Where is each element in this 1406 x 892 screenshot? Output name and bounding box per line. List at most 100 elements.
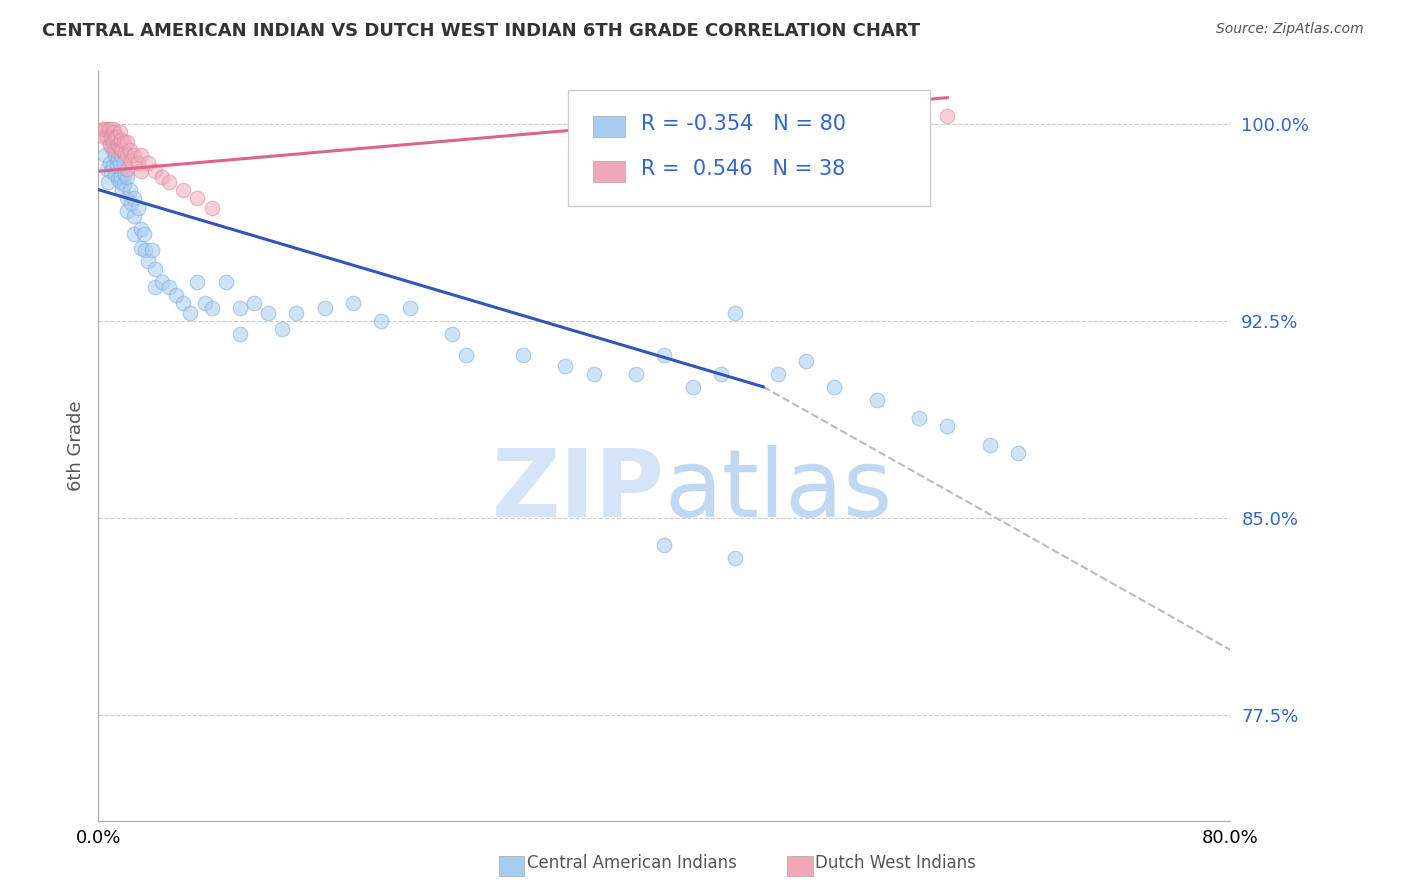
Point bbox=[652, 538, 676, 552]
Point bbox=[127, 156, 149, 170]
Point bbox=[134, 243, 156, 257]
Point bbox=[114, 167, 136, 181]
Point bbox=[682, 380, 704, 394]
Point bbox=[96, 130, 118, 145]
FancyBboxPatch shape bbox=[593, 116, 624, 136]
Point bbox=[127, 201, 149, 215]
Point bbox=[101, 143, 124, 157]
Point bbox=[115, 190, 138, 204]
Point bbox=[100, 164, 122, 178]
Point bbox=[118, 183, 141, 197]
Point bbox=[652, 348, 676, 362]
Point bbox=[710, 367, 733, 381]
Text: Dutch West Indians: Dutch West Indians bbox=[794, 855, 976, 872]
Point bbox=[98, 136, 121, 150]
Point bbox=[143, 164, 166, 178]
Point bbox=[370, 314, 392, 328]
Point bbox=[201, 201, 224, 215]
Point bbox=[97, 175, 120, 189]
Point bbox=[122, 227, 145, 242]
Point bbox=[105, 143, 128, 157]
Point bbox=[172, 183, 194, 197]
Point bbox=[724, 306, 747, 320]
Point bbox=[115, 203, 138, 218]
Point bbox=[103, 125, 125, 139]
Point bbox=[285, 306, 308, 320]
Point bbox=[979, 438, 1001, 452]
Point bbox=[96, 161, 118, 176]
Point bbox=[257, 306, 280, 320]
Point bbox=[512, 348, 534, 362]
Point bbox=[129, 240, 152, 254]
Point bbox=[105, 130, 128, 145]
Point bbox=[132, 227, 155, 242]
Point bbox=[115, 161, 138, 176]
Point bbox=[111, 183, 134, 197]
Point bbox=[136, 253, 159, 268]
Point bbox=[114, 145, 136, 160]
Point bbox=[110, 169, 132, 184]
Point bbox=[229, 327, 252, 342]
Point bbox=[554, 359, 576, 373]
Point bbox=[94, 148, 117, 162]
Point bbox=[271, 322, 294, 336]
Point bbox=[201, 301, 224, 315]
Point bbox=[94, 122, 117, 136]
Point bbox=[157, 175, 180, 189]
Point bbox=[150, 169, 173, 184]
Point bbox=[107, 172, 129, 186]
Point bbox=[129, 148, 152, 162]
FancyBboxPatch shape bbox=[593, 161, 624, 181]
Y-axis label: 6th Grade: 6th Grade bbox=[66, 401, 84, 491]
Point bbox=[766, 367, 789, 381]
Point bbox=[143, 280, 166, 294]
Point bbox=[118, 143, 141, 157]
Point bbox=[115, 148, 138, 162]
Point bbox=[186, 275, 208, 289]
Point bbox=[104, 130, 127, 145]
Point bbox=[936, 419, 959, 434]
Point bbox=[129, 222, 152, 236]
Point bbox=[104, 148, 127, 162]
Point bbox=[107, 138, 129, 153]
Point bbox=[865, 392, 887, 407]
Text: R = -0.354   N = 80: R = -0.354 N = 80 bbox=[641, 114, 845, 134]
Point bbox=[122, 148, 145, 162]
Point bbox=[108, 140, 131, 154]
Text: R =  0.546   N = 38: R = 0.546 N = 38 bbox=[641, 159, 845, 179]
Point bbox=[122, 209, 145, 223]
Point bbox=[456, 348, 478, 362]
Point bbox=[101, 122, 124, 136]
Point bbox=[104, 143, 127, 157]
Text: atlas: atlas bbox=[665, 445, 893, 537]
Point bbox=[215, 275, 238, 289]
Point bbox=[108, 156, 131, 170]
Point bbox=[120, 195, 142, 210]
Point bbox=[342, 295, 364, 310]
Text: Source: ZipAtlas.com: Source: ZipAtlas.com bbox=[1216, 22, 1364, 37]
Point bbox=[101, 130, 124, 145]
Text: Central American Indians: Central American Indians bbox=[506, 855, 737, 872]
Point bbox=[229, 301, 252, 315]
Point bbox=[141, 243, 163, 257]
Point bbox=[908, 411, 931, 425]
Point bbox=[186, 190, 208, 204]
Text: ZIP: ZIP bbox=[492, 445, 665, 537]
Point bbox=[98, 122, 121, 136]
Point bbox=[724, 550, 747, 565]
Point bbox=[115, 136, 138, 150]
Point bbox=[110, 133, 132, 147]
Point bbox=[172, 295, 194, 310]
Point bbox=[165, 288, 187, 302]
Point bbox=[97, 122, 120, 136]
Point bbox=[314, 301, 336, 315]
Point bbox=[129, 164, 152, 178]
Point bbox=[624, 367, 647, 381]
Point bbox=[157, 280, 180, 294]
Point bbox=[100, 130, 122, 145]
Point bbox=[108, 138, 131, 153]
Point bbox=[441, 327, 464, 342]
Point bbox=[108, 125, 131, 139]
Point bbox=[101, 136, 124, 150]
Point bbox=[398, 301, 420, 315]
